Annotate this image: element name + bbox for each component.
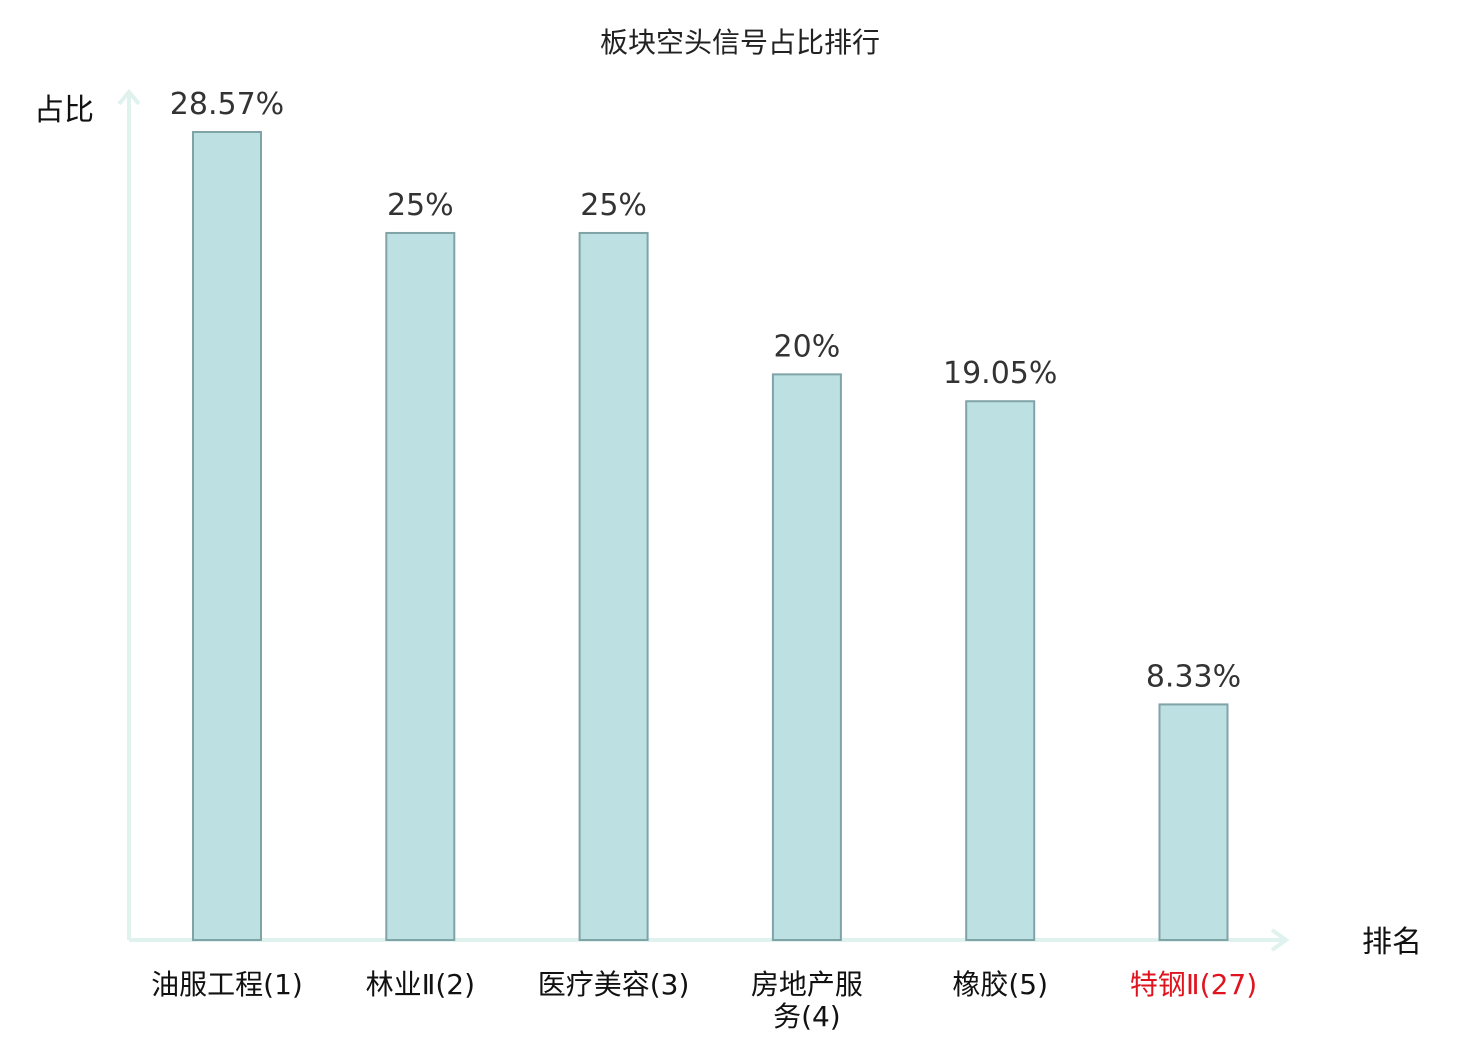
axes	[117, 88, 1290, 952]
bar	[192, 131, 262, 941]
value-label: 25%	[387, 188, 454, 223]
category-label: 特钢Ⅱ(27)	[1130, 968, 1257, 1001]
category-label: 房地产服	[751, 968, 863, 1001]
bars-group	[192, 131, 1229, 942]
category-label: 林业Ⅱ(2)	[366, 968, 475, 1001]
category-label: 务(4)	[773, 1000, 841, 1033]
bar	[1158, 703, 1229, 942]
value-label: 8.33%	[1146, 659, 1241, 694]
bar	[578, 231, 649, 941]
chart-title: 板块空头信号占比排行	[600, 26, 880, 59]
category-label: 橡胶(5)	[952, 968, 1048, 1001]
x-axis-label: 排名	[1362, 925, 1422, 960]
x-axis-arrow-icon	[1270, 928, 1290, 952]
value-label: 20%	[774, 329, 841, 364]
y-axis-label: 占比	[34, 93, 94, 128]
y-axis-arrow-icon	[117, 88, 141, 106]
value-labels-group: 28.57% 25% 25% 20% 19.05% 8.33%	[170, 87, 1241, 694]
category-label: 油服工程(1)	[151, 968, 303, 1001]
category-label: 医疗美容(3)	[538, 968, 690, 1001]
bar	[771, 373, 842, 941]
bar	[965, 400, 1036, 941]
value-label: 28.57%	[170, 87, 284, 122]
value-label: 19.05%	[943, 356, 1057, 391]
value-label: 25%	[580, 188, 647, 223]
bar	[385, 231, 456, 941]
